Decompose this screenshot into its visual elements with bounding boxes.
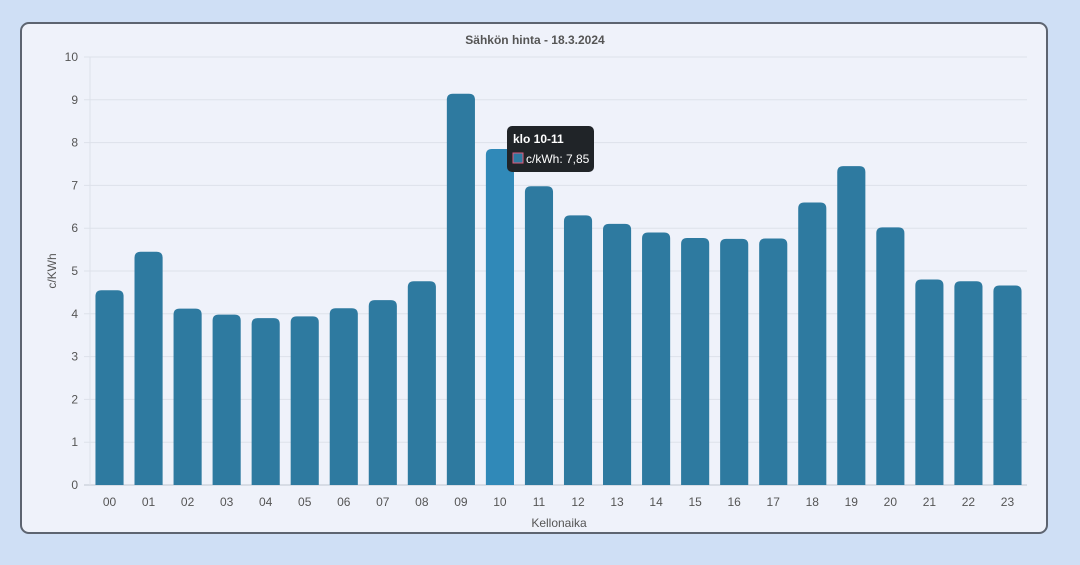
bar-hour-08[interactable] (407, 281, 436, 485)
x-tick-label: 02 (181, 495, 195, 509)
bar-hour-04[interactable] (251, 318, 280, 485)
bar-hour-19[interactable] (837, 166, 866, 485)
x-tick-label: 13 (610, 495, 624, 509)
x-tick-label: 18 (806, 495, 820, 509)
x-tick-label: 00 (103, 495, 117, 509)
bar-hour-13[interactable] (603, 223, 632, 486)
tooltip-color-swatch (512, 152, 524, 164)
y-tick-label: 1 (71, 435, 78, 449)
bar-hour-07[interactable] (368, 300, 397, 485)
chart-title: Sähkön hinta - 18.3.2024 (465, 33, 605, 47)
tooltip-title: klo 10-11 (513, 132, 564, 146)
tooltip: klo 10-11 c/kWh: 7,85 (507, 126, 594, 172)
bar-hour-21[interactable] (915, 279, 944, 485)
y-tick-label: 9 (71, 93, 78, 107)
y-tick-label: 5 (71, 264, 78, 278)
y-tick-label: 2 (71, 392, 78, 406)
tooltip-background (507, 126, 594, 172)
x-tick-label: 20 (884, 495, 898, 509)
bar-hour-06[interactable] (329, 308, 358, 485)
tooltip-value: c/kWh: 7,85 (526, 152, 590, 166)
bar-hour-22[interactable] (954, 281, 983, 485)
bar-hour-23[interactable] (993, 285, 1022, 485)
x-tick-label: 17 (767, 495, 781, 509)
y-tick-label: 8 (71, 136, 78, 150)
x-tick-label: 10 (493, 495, 507, 509)
x-tick-label: 05 (298, 495, 312, 509)
x-axis-label: Kellonaika (531, 516, 587, 530)
y-tick-label: 10 (65, 50, 79, 64)
x-tick-label: 03 (220, 495, 234, 509)
y-tick-label: 6 (71, 221, 78, 235)
bar-hour-11[interactable] (524, 186, 554, 486)
bar-hour-03[interactable] (212, 314, 241, 485)
bar-hour-20[interactable] (876, 227, 905, 485)
bar-hour-10[interactable] (485, 149, 514, 485)
y-tick-label: 0 (71, 478, 78, 492)
bar-hour-05[interactable] (290, 316, 319, 485)
y-tick-label: 7 (71, 178, 78, 192)
x-tick-label: 12 (571, 495, 585, 509)
bar-hour-16[interactable] (720, 238, 749, 485)
x-tick-label: 23 (1001, 495, 1015, 509)
x-tick-label: 09 (454, 495, 468, 509)
bar-hour-17[interactable] (759, 238, 788, 485)
x-tick-label: 16 (728, 495, 742, 509)
bar-hour-14[interactable] (642, 232, 671, 485)
x-tick-label: 15 (688, 495, 702, 509)
bar-hour-09[interactable] (446, 93, 475, 486)
bar-hour-18[interactable] (798, 202, 827, 485)
x-tick-label: 08 (415, 495, 429, 509)
bar-hour-02[interactable] (173, 308, 202, 485)
x-tick-label: 04 (259, 495, 273, 509)
bar-hour-01[interactable] (134, 251, 163, 485)
x-tick-label: 06 (337, 495, 351, 509)
bar-hour-00[interactable] (95, 290, 124, 485)
x-tick-label: 19 (845, 495, 859, 509)
x-tick-label: 14 (649, 495, 663, 509)
y-axis-label: c/KWh (45, 253, 59, 288)
bar-hour-12[interactable] (563, 215, 593, 486)
y-tick-label: 4 (71, 307, 78, 321)
bar-hour-15[interactable] (681, 238, 710, 485)
x-tick-label: 21 (923, 495, 937, 509)
y-tick-label: 3 (71, 350, 78, 364)
x-tick-label: 07 (376, 495, 390, 509)
x-tick-label: 11 (533, 495, 546, 509)
x-tick-label: 22 (962, 495, 976, 509)
x-tick-label: 01 (142, 495, 156, 509)
